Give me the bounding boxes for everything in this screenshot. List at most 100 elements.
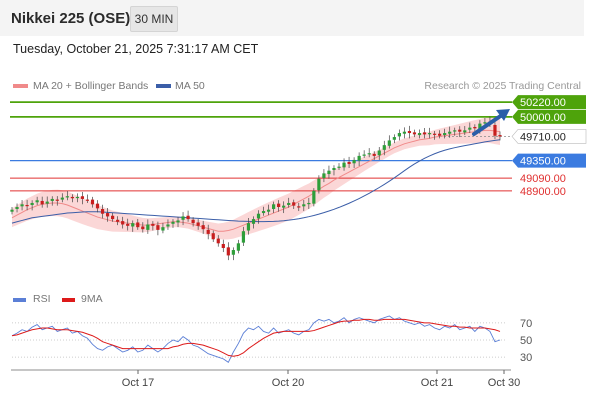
candle-body	[337, 166, 341, 168]
candle-body	[251, 219, 256, 224]
level-tag-48900.00: 48900.00	[520, 186, 566, 198]
ma20-legend-swatch	[13, 84, 28, 88]
candle-body	[181, 216, 185, 220]
candle-body	[50, 198, 54, 201]
candle-body	[312, 190, 316, 204]
level-tag-49350.00: 49350.00	[512, 153, 586, 168]
candle-body	[191, 219, 195, 224]
x-tick-label-Oct-21: Oct 21	[421, 377, 453, 389]
candle-body	[166, 224, 170, 227]
level-tag-label: 50000.00	[520, 112, 566, 124]
candle-body	[126, 223, 130, 226]
candle-body	[246, 223, 251, 231]
candle-body	[75, 196, 80, 199]
candle-body	[372, 153, 376, 156]
candle-body	[483, 122, 487, 124]
candle-body	[352, 159, 356, 164]
bollinger-band-area	[12, 117, 500, 240]
candle-body	[186, 215, 190, 220]
rsi-ma-line	[11, 318, 501, 357]
level-tag-49710.00: 49710.00	[511, 129, 587, 144]
candle-body	[473, 126, 477, 129]
candle-body	[412, 132, 417, 135]
candle-body	[342, 162, 346, 168]
candle-body	[362, 154, 366, 156]
level-tag-label: 49090.00	[520, 173, 566, 185]
level-tag-bg	[512, 109, 586, 124]
candle-body	[327, 170, 331, 175]
candle-body	[282, 205, 286, 208]
forecast-arrowhead	[496, 109, 510, 121]
rsi-ma-legend-swatch	[62, 298, 75, 302]
candle-body	[438, 133, 442, 136]
x-tick-label-Oct-17: Oct 17	[122, 377, 154, 389]
candle-body	[261, 211, 266, 214]
candle-body	[161, 227, 165, 231]
candle-body	[432, 133, 437, 135]
timeframe-button[interactable]: 30 MIN	[130, 6, 178, 32]
candle-body	[468, 127, 472, 130]
candle-body	[292, 202, 296, 206]
candle-body	[35, 200, 39, 203]
page-title: Nikkei 225 (OSE)	[11, 10, 131, 27]
credit-label: Research © 2025 Trading Central	[424, 80, 581, 92]
candle-body	[100, 209, 105, 214]
candle-body	[146, 224, 150, 230]
candle-body	[478, 123, 482, 129]
candle-body	[382, 145, 386, 150]
candle-body	[45, 201, 49, 204]
datetime-label: Tuesday, October 21, 2025 7:31:17 AM CET	[13, 42, 259, 56]
candle-body	[111, 215, 115, 220]
candle-body	[302, 204, 306, 207]
rsi-tick-label-70: 70	[520, 318, 532, 330]
rsi-legend-label: RSI	[33, 293, 51, 305]
candle-body	[136, 222, 140, 228]
candle-body	[231, 250, 235, 255]
candle-body	[241, 231, 246, 243]
candle-body	[196, 222, 200, 226]
candle-body	[131, 223, 135, 227]
candle-body	[332, 168, 336, 171]
candle-body	[60, 197, 64, 200]
candle-body	[206, 229, 210, 234]
candle-body	[85, 199, 90, 201]
ma50-legend-swatch	[156, 84, 171, 88]
candle-body	[65, 196, 69, 198]
level-tag-bg	[512, 153, 586, 168]
candle-body	[216, 238, 220, 244]
candle-body	[20, 204, 24, 207]
candle-body	[10, 209, 14, 212]
candle-body	[55, 199, 59, 201]
candle-body	[141, 226, 145, 230]
candle-body	[171, 221, 175, 224]
level-tag-49090.00: 49090.00	[520, 173, 566, 185]
candle-body	[272, 204, 276, 210]
candle-body	[377, 150, 381, 156]
candle-body	[448, 131, 452, 134]
candle-body	[297, 206, 301, 208]
level-tag-label: 49350.00	[520, 156, 566, 168]
level-tag-50000.00: 50000.00	[512, 109, 586, 124]
candle-body	[387, 140, 391, 146]
candle-body	[498, 135, 502, 137]
rsi-ma-legend-label: 9MA	[81, 293, 103, 305]
candle-body	[226, 247, 230, 256]
candle-body	[151, 223, 155, 226]
candle-body	[463, 130, 467, 133]
candle-body	[211, 233, 215, 240]
candle-body	[422, 132, 427, 135]
candle-body	[443, 133, 447, 136]
candle-body	[95, 203, 100, 209]
candle-body	[402, 131, 407, 134]
level-tag-label: 50220.00	[520, 97, 566, 109]
candle-body	[347, 161, 351, 164]
forecast-arrow	[472, 113, 504, 136]
x-tick-label-Oct-30: Oct 30	[488, 377, 520, 389]
candle-body	[317, 178, 321, 191]
candle-body	[25, 204, 29, 207]
rsi-tick-label-50: 50	[520, 335, 532, 347]
candle-body	[105, 213, 110, 217]
ma50-line	[11, 139, 501, 224]
candle-body	[80, 196, 85, 199]
